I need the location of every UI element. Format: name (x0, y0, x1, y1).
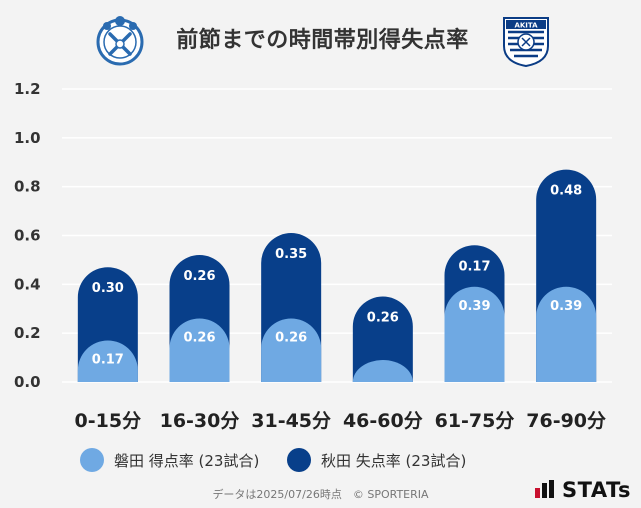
x-tick-label: 31-45分 (251, 410, 331, 432)
bar-chart: 0.00.20.40.60.81.01.2 0.300.170.260.260.… (14, 80, 612, 432)
data-label-away: 0.26 (183, 269, 215, 284)
jubilo-iwata-logo-icon (96, 16, 144, 66)
bar-home-4 (444, 286, 505, 382)
y-tick-label: 1.0 (14, 129, 41, 147)
legend-swatch-home (80, 448, 104, 472)
data-label-home: 0.26 (183, 331, 215, 346)
y-axis: 0.0 0.2 0.4 0.6 0.8 1.0 1.2 (14, 80, 41, 391)
x-tick-label: 76-90分 (526, 410, 606, 432)
legend-label-home: 磐田 得点率 (23試合) (114, 451, 260, 470)
footer-note: データは2025/07/26時点 © SPORTERIA (212, 488, 429, 501)
bar-series (77, 169, 597, 382)
data-label-away: 0.26 (367, 311, 399, 326)
legend-item-home: 磐田 得点率 (23試合) (80, 448, 259, 472)
data-label-home: 0.17 (92, 352, 124, 367)
data-label-home: 0.26 (275, 331, 307, 346)
grid-lines (62, 88, 612, 383)
data-label-away: 0.48 (550, 184, 582, 199)
y-tick-label: 0.2 (14, 324, 41, 342)
chart-header: 前節までの時間帯別得失点率 AKITA (0, 0, 641, 80)
x-tick-label: 0-15分 (75, 410, 142, 432)
data-labels: 0.30 0.17 0.26 0.26 0.35 0.26 0.26 0.17 0.39 0.48… (92, 184, 582, 368)
legend-swatch-away (287, 448, 311, 472)
data-label-home: 0.39 (550, 299, 582, 314)
y-tick-label: 0.8 (14, 178, 41, 196)
x-tick-label: 61-75分 (435, 410, 515, 432)
bar-home-2 (261, 318, 322, 382)
y-tick-label: 0.4 (14, 275, 41, 293)
akita-blaublitz-logo-icon: AKITA (503, 17, 549, 68)
x-tick-label: 46-60分 (343, 410, 423, 432)
stats-brand: STATs (535, 478, 631, 502)
akita-logo-text: AKITA (514, 22, 538, 30)
legend-label-away: 秋田 失点率 (23試合) (321, 451, 467, 470)
x-tick-label: 16-30分 (160, 410, 240, 432)
y-tick-label: 0.6 (14, 227, 41, 245)
stats-logo-icon (535, 480, 555, 498)
data-label-home: 0.39 (458, 299, 490, 314)
data-label-away: 0.17 (458, 259, 490, 274)
legend-item-away: 秋田 失点率 (23試合) (287, 448, 466, 472)
data-label-away: 0.30 (92, 281, 124, 296)
bar-home-3 (352, 360, 413, 382)
y-tick-label: 0.0 (14, 373, 41, 391)
data-label-away: 0.35 (275, 247, 307, 262)
bar-home-0 (77, 340, 138, 382)
y-tick-label: 1.2 (14, 80, 41, 98)
x-axis: 0-15分 16-30分 31-45分 46-60分 61-75分 76-90分 (75, 410, 606, 432)
page-title: 前節までの時間帯別得失点率 (176, 28, 469, 53)
stats-brand-text: STATs (562, 478, 631, 502)
chart-legend: 磐田 得点率 (23試合) 秋田 失点率 (23試合) (0, 446, 641, 476)
bar-home-1 (169, 318, 230, 382)
bar-away-3 (352, 296, 413, 382)
bar-home-5 (536, 286, 597, 382)
